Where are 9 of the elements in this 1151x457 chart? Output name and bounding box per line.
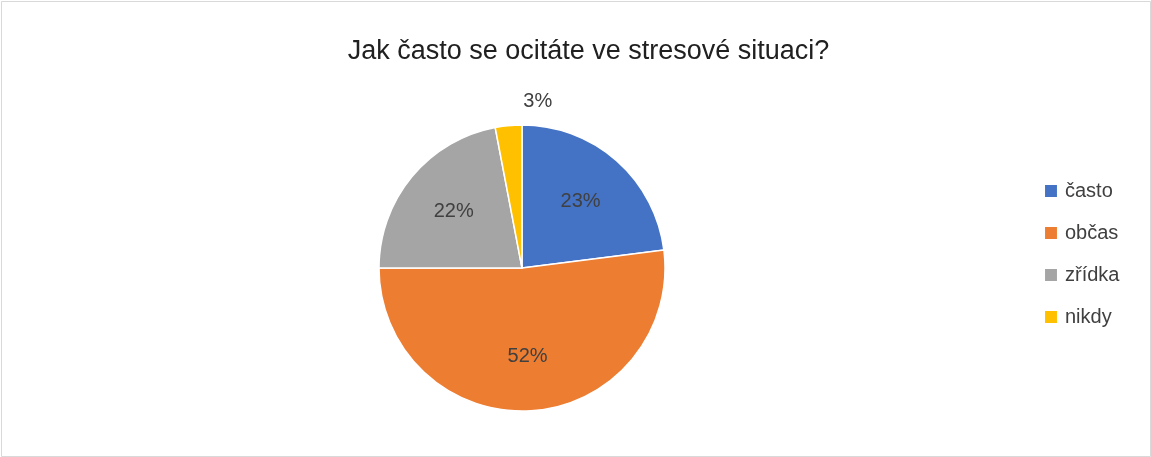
chart-title: Jak často se ocitáte ve stresové situaci? [347, 35, 830, 65]
legend-label: nikdy [1065, 305, 1112, 327]
legend-label: občas [1065, 221, 1119, 243]
data-label: 52% [507, 344, 548, 367]
data-label: 3% [523, 89, 553, 112]
data-label: 22% [433, 199, 474, 222]
data-label: 23% [560, 189, 601, 212]
legend-label: zřídka [1065, 263, 1121, 285]
legend-label: často [1065, 179, 1113, 201]
